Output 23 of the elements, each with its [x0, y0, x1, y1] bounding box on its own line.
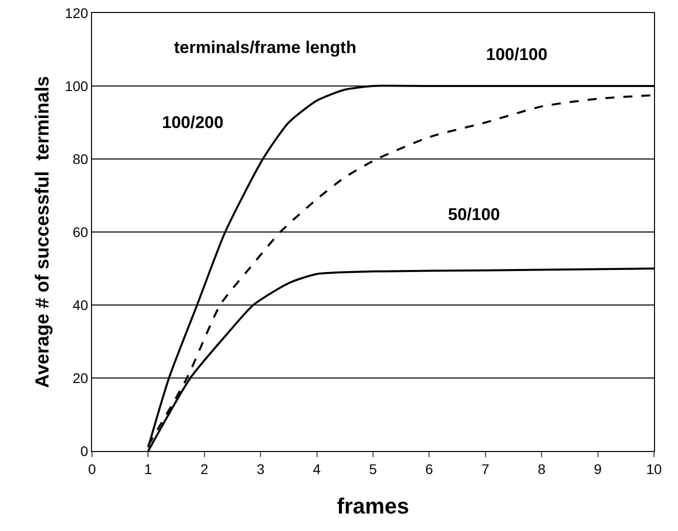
y-tick-label: 0	[80, 442, 88, 459]
annotation: 100/200	[162, 113, 224, 132]
y-tick-label: 120	[64, 4, 88, 21]
y-tick-label: 40	[72, 296, 88, 313]
x-tick-label: 3	[256, 460, 265, 477]
x-tick-label: 9	[594, 460, 602, 477]
x-tick-label: 6	[425, 460, 434, 477]
x-tick-label: 10	[646, 460, 662, 477]
x-tick-label: 4	[312, 460, 321, 477]
x-axis-title: frames	[336, 494, 410, 519]
x-tick-label: 5	[369, 460, 378, 477]
y-tick-label: 20	[72, 370, 88, 386]
y-tick-label: 80	[72, 150, 88, 167]
x-tick-label: 7	[482, 460, 490, 477]
y-tick-label: 60	[72, 224, 88, 240]
y-axis-title: Average # of successful terminals	[32, 76, 54, 388]
y-tick-label: 100	[64, 78, 88, 94]
x-tick-label: 1	[144, 460, 152, 477]
annotation: terminals/frame length	[174, 38, 356, 57]
x-tick-label: 2	[200, 460, 208, 477]
annotation: 50/100	[448, 205, 500, 224]
annotation: 100/100	[486, 45, 548, 64]
x-tick-label: 8	[538, 460, 546, 477]
